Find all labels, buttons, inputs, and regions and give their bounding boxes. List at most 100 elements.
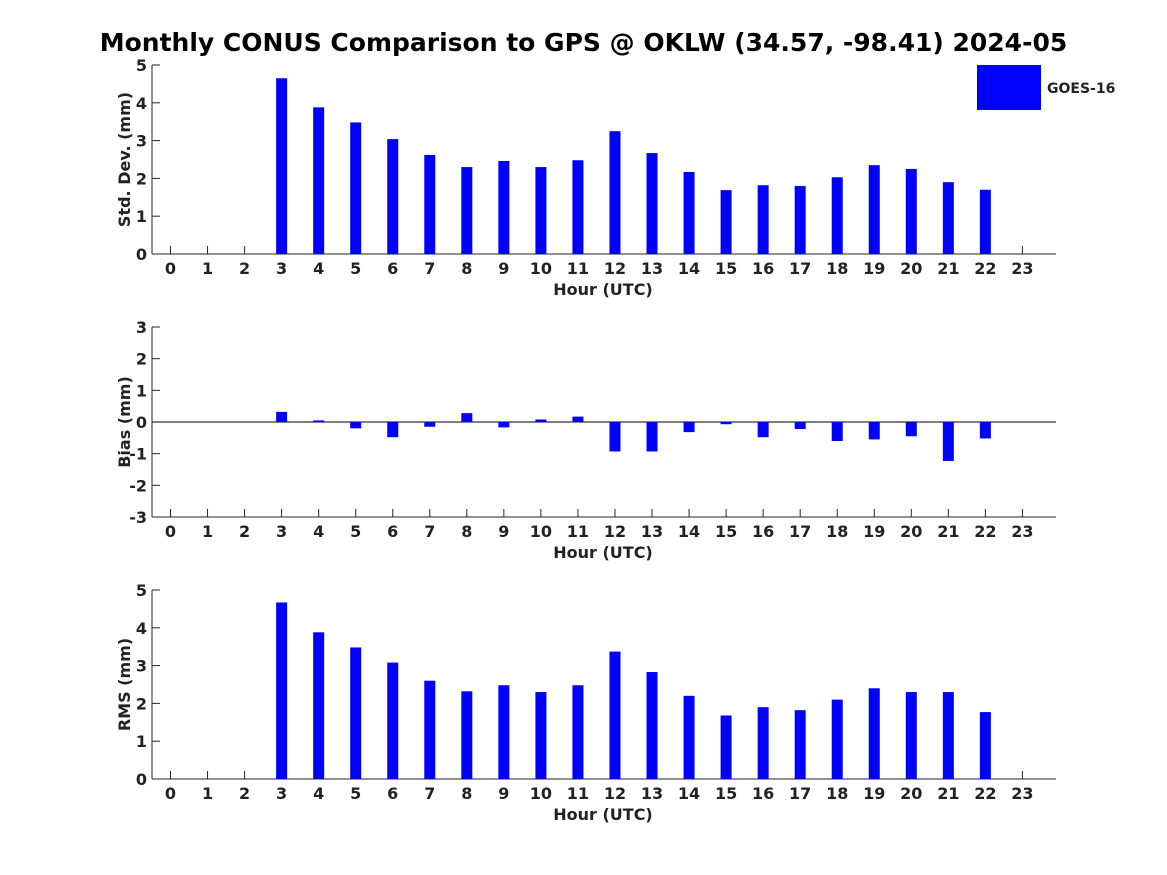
- bias-y-axis-label: Bias (mm): [115, 376, 134, 468]
- bias-y-tick-label: -2: [129, 476, 147, 495]
- rms-x-tick-label: 23: [1011, 784, 1033, 803]
- rms-x-axis-label: Hour (UTC): [553, 805, 653, 824]
- std-dev-x-tick-label: 16: [752, 259, 774, 278]
- bias-x-tick-label: 7: [424, 522, 435, 541]
- legend-swatch: [977, 65, 1041, 110]
- rms-bar: [942, 692, 954, 779]
- std-dev-bar: [498, 161, 510, 254]
- bias-x-tick-label: 19: [863, 522, 885, 541]
- bias-bar: [498, 422, 510, 428]
- std-dev-bar: [313, 107, 325, 254]
- bias-x-tick-label: 15: [715, 522, 737, 541]
- std-dev-bar: [942, 182, 954, 254]
- rms-y-tick-label: 0: [136, 770, 147, 789]
- chart-title: Monthly CONUS Comparison to GPS @ OKLW (…: [99, 28, 1068, 57]
- std-dev-bar: [461, 167, 473, 254]
- bias-x-tick-label: 21: [937, 522, 959, 541]
- rms-bar: [683, 695, 695, 779]
- bias-x-tick-label: 10: [530, 522, 552, 541]
- rms-x-tick-label: 8: [461, 784, 472, 803]
- rms-y-tick-label: 2: [136, 694, 147, 713]
- rms-bar: [720, 715, 732, 779]
- bias-bar: [757, 422, 769, 438]
- rms-x-tick-label: 3: [276, 784, 287, 803]
- std-dev-x-tick-label: 11: [567, 259, 589, 278]
- bias-x-tick-label: 22: [974, 522, 996, 541]
- rms-bar: [350, 647, 362, 779]
- bias-y-tick-label: 1: [136, 381, 147, 400]
- bias-bar: [646, 422, 658, 452]
- rms-bar: [572, 685, 584, 779]
- std-dev-x-tick-label: 21: [937, 259, 959, 278]
- bias-x-tick-label: 20: [900, 522, 922, 541]
- bias-bar: [831, 422, 843, 441]
- rms-bar: [868, 688, 880, 779]
- rms-bar: [609, 651, 621, 779]
- std-dev-x-tick-label: 0: [165, 259, 176, 278]
- bias-x-tick-label: 18: [826, 522, 848, 541]
- rms-x-tick-label: 17: [789, 784, 811, 803]
- bias-x-axis-label: Hour (UTC): [553, 543, 653, 562]
- rms-x-tick-label: 9: [498, 784, 509, 803]
- std-dev-x-tick-label: 6: [387, 259, 398, 278]
- std-dev-bar: [387, 139, 399, 254]
- bias-x-tick-label: 16: [752, 522, 774, 541]
- bias-x-tick-label: 4: [313, 522, 324, 541]
- std-dev-x-tick-label: 1: [202, 259, 213, 278]
- bias-x-tick-label: 9: [498, 522, 509, 541]
- rms-x-tick-label: 19: [863, 784, 885, 803]
- std-dev-x-tick-label: 7: [424, 259, 435, 278]
- bias-bar: [313, 420, 325, 422]
- bias-x-tick-label: 2: [239, 522, 250, 541]
- std-dev-x-tick-label: 12: [604, 259, 626, 278]
- rms-y-tick-label: 3: [136, 657, 147, 676]
- bias-bar: [461, 413, 473, 422]
- bias-bar: [683, 422, 695, 433]
- std-dev-x-tick-label: 13: [641, 259, 663, 278]
- std-dev-bar: [646, 153, 658, 254]
- bias-bar: [424, 422, 436, 427]
- rms-bar: [313, 632, 325, 779]
- std-dev-y-tick-label: 0: [136, 245, 147, 264]
- rms-x-tick-label: 13: [641, 784, 663, 803]
- bias-x-tick-label: 23: [1011, 522, 1033, 541]
- rms-y-tick-label: 1: [136, 732, 147, 751]
- bias-bar: [572, 416, 584, 422]
- rms-x-tick-label: 15: [715, 784, 737, 803]
- rms-bar: [461, 691, 473, 779]
- bias-y-tick-label: -1: [129, 445, 147, 464]
- rms-x-tick-label: 2: [239, 784, 250, 803]
- std-dev-y-tick-label: 3: [136, 132, 147, 151]
- std-dev-bar: [757, 185, 769, 254]
- std-dev-bar: [424, 154, 436, 254]
- bias-bar: [609, 422, 621, 452]
- rms-x-tick-label: 20: [900, 784, 922, 803]
- std-dev-x-tick-label: 17: [789, 259, 811, 278]
- std-dev-x-tick-label: 18: [826, 259, 848, 278]
- rms-y-tick-label: 4: [136, 619, 147, 638]
- rms-bar: [979, 712, 991, 779]
- std-dev-bar: [350, 122, 362, 255]
- rms-bar: [757, 707, 769, 779]
- rms-y-tick-label: 5: [136, 581, 147, 600]
- std-dev-x-tick-label: 2: [239, 259, 250, 278]
- rms-x-tick-label: 11: [567, 784, 589, 803]
- rms-bar: [276, 602, 288, 779]
- std-dev-x-axis-label: Hour (UTC): [553, 280, 653, 299]
- std-dev-bar: [905, 168, 917, 254]
- std-dev-bar: [868, 165, 880, 254]
- bias-bar: [868, 422, 880, 440]
- legend: GOES-16: [977, 65, 1115, 110]
- std-dev-x-tick-label: 5: [350, 259, 361, 278]
- std-dev-x-tick-label: 15: [715, 259, 737, 278]
- bias-bar: [535, 419, 547, 422]
- std-dev-bar: [794, 185, 806, 254]
- bias-x-tick-label: 8: [461, 522, 472, 541]
- legend-label: GOES-16: [1047, 81, 1115, 97]
- bias-bar: [942, 422, 954, 461]
- bias-x-tick-label: 0: [165, 522, 176, 541]
- std-dev-x-tick-label: 19: [863, 259, 885, 278]
- rms-x-tick-label: 12: [604, 784, 626, 803]
